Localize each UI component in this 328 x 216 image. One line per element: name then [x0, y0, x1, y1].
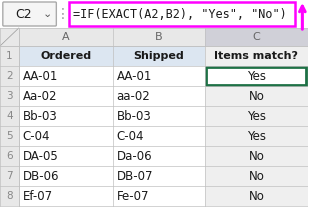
- Text: Items match?: Items match?: [215, 51, 298, 61]
- Bar: [113, 86, 205, 106]
- Text: No: No: [248, 89, 264, 103]
- Bar: [19, 106, 113, 126]
- Text: Shipped: Shipped: [133, 51, 184, 61]
- Bar: [113, 146, 205, 166]
- Bar: [205, 186, 308, 206]
- Text: 1: 1: [6, 51, 13, 61]
- Bar: [19, 186, 113, 206]
- Bar: [205, 166, 308, 186]
- Text: Da-06: Da-06: [116, 149, 152, 162]
- Text: No: No: [248, 170, 264, 183]
- Bar: [19, 46, 113, 66]
- Bar: [0, 0, 308, 28]
- Bar: [0, 106, 19, 126]
- Text: ⋮: ⋮: [56, 7, 70, 21]
- Bar: [0, 66, 19, 86]
- Bar: [0, 86, 19, 106]
- Bar: [205, 86, 308, 106]
- Text: 6: 6: [6, 151, 13, 161]
- Bar: [113, 166, 205, 186]
- Text: C: C: [253, 32, 260, 42]
- Text: =IF(EXACT(A2,B2), "Yes", "No"): =IF(EXACT(A2,B2), "Yes", "No"): [73, 8, 287, 21]
- Bar: [19, 146, 113, 166]
- Text: 3: 3: [6, 91, 13, 101]
- Bar: [69, 2, 295, 26]
- Bar: [0, 28, 308, 46]
- Bar: [0, 126, 19, 146]
- Bar: [113, 46, 205, 66]
- Text: Bb-03: Bb-03: [23, 110, 57, 122]
- FancyBboxPatch shape: [3, 2, 56, 26]
- Text: C-04: C-04: [116, 130, 144, 143]
- Text: 2: 2: [6, 71, 13, 81]
- Bar: [206, 67, 306, 85]
- Bar: [0, 186, 19, 206]
- Text: Ordered: Ordered: [40, 51, 91, 61]
- Bar: [205, 106, 308, 126]
- Text: No: No: [248, 189, 264, 203]
- Bar: [0, 166, 19, 186]
- Bar: [205, 46, 308, 66]
- Text: C2: C2: [16, 8, 32, 21]
- Text: DB-06: DB-06: [23, 170, 59, 183]
- Bar: [205, 46, 308, 66]
- Bar: [205, 66, 308, 86]
- Bar: [113, 46, 205, 66]
- Text: 7: 7: [6, 171, 13, 181]
- Text: Yes: Yes: [247, 130, 266, 143]
- Text: ⌄: ⌄: [43, 9, 52, 19]
- Text: AA-01: AA-01: [23, 70, 58, 83]
- Text: AA-01: AA-01: [116, 70, 152, 83]
- Text: Yes: Yes: [247, 110, 266, 122]
- Text: No: No: [248, 149, 264, 162]
- Bar: [19, 46, 113, 66]
- Bar: [113, 106, 205, 126]
- Text: Ef-07: Ef-07: [23, 189, 53, 203]
- Text: aa-02: aa-02: [116, 89, 150, 103]
- Text: DB-07: DB-07: [116, 170, 153, 183]
- Bar: [19, 126, 113, 146]
- Bar: [113, 186, 205, 206]
- Text: Yes: Yes: [247, 70, 266, 83]
- Text: C-04: C-04: [23, 130, 50, 143]
- Bar: [113, 66, 205, 86]
- Text: B: B: [155, 32, 162, 42]
- Text: Bb-03: Bb-03: [116, 110, 151, 122]
- Bar: [19, 66, 113, 86]
- Bar: [0, 146, 19, 166]
- Text: Aa-02: Aa-02: [23, 89, 57, 103]
- Text: 5: 5: [6, 131, 13, 141]
- Text: Fe-07: Fe-07: [116, 189, 149, 203]
- Text: 8: 8: [6, 191, 13, 201]
- Bar: [0, 46, 19, 66]
- Bar: [205, 28, 308, 46]
- Bar: [205, 146, 308, 166]
- Bar: [205, 126, 308, 146]
- Text: A: A: [62, 32, 70, 42]
- Text: DA-05: DA-05: [23, 149, 58, 162]
- Bar: [19, 166, 113, 186]
- Bar: [113, 126, 205, 146]
- Text: 4: 4: [6, 111, 13, 121]
- Bar: [19, 86, 113, 106]
